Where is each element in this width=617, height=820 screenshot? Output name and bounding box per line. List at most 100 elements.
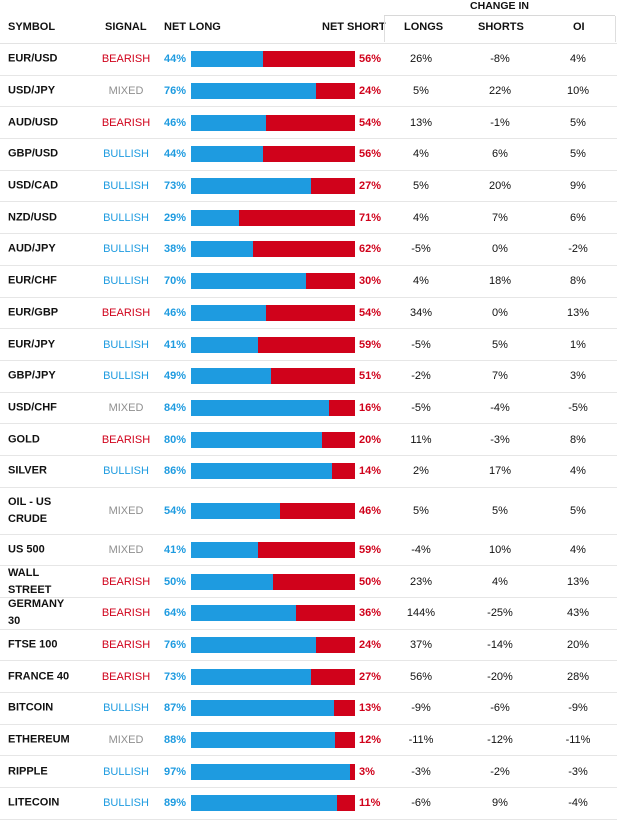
symbol-link[interactable]: EUR/CHF <box>8 274 57 287</box>
shorts-change-value: 0% <box>492 243 508 256</box>
symbol-link[interactable]: US 500 <box>8 543 45 556</box>
sentiment-bar <box>191 732 355 749</box>
table-row[interactable]: GBP/JPY BULLISH 49% 51% -2% 7% 3% <box>0 361 617 393</box>
table-row[interactable]: AUD/JPY BULLISH 38% 62% -5% 0% -2% <box>0 234 617 266</box>
table-row[interactable]: SILVER BULLISH 86% 14% 2% 17% 4% <box>0 456 617 488</box>
symbol-link[interactable]: SILVER <box>8 464 47 477</box>
net-long-bar <box>191 336 259 353</box>
net-short-bar <box>332 463 355 480</box>
signal-label: BEARISH <box>101 116 151 129</box>
symbol-link[interactable]: LITECOIN <box>8 796 60 809</box>
net-long-column-header[interactable]: NET LONG <box>164 21 221 33</box>
symbol-link[interactable]: AUD/USD <box>8 116 59 129</box>
table-row[interactable]: LITECOIN BULLISH 89% 11% -6% 9% -4% <box>0 788 617 820</box>
longs-change-value: -5% <box>411 338 431 351</box>
symbol-link[interactable]: ETHEREUM <box>8 733 70 746</box>
symbol-link[interactable]: WALL STREET <box>8 566 52 596</box>
net-short-bar <box>258 541 355 558</box>
oi-change-value: 5% <box>570 116 586 129</box>
symbol-link[interactable]: USD/CAD <box>8 179 59 192</box>
net-short-bar <box>253 241 355 258</box>
symbol-link[interactable]: GOLD <box>8 433 40 446</box>
net-short-bar <box>333 700 355 717</box>
net-short-bar <box>258 336 355 353</box>
net-short-value: 51% <box>359 370 382 383</box>
table-row[interactable]: EUR/JPY BULLISH 41% 59% -5% 5% 1% <box>0 329 617 361</box>
shorts-column-header[interactable]: SHORTS <box>478 21 524 33</box>
table-body: EUR/USD BEARISH 44% 56% 26% -8% 4% USD/JPY MIXED… <box>0 44 617 820</box>
shorts-change-value: 7% <box>492 370 508 383</box>
symbol-link[interactable]: FRANCE 40 <box>8 670 70 683</box>
longs-change-value: 4% <box>413 148 429 161</box>
table-row[interactable]: EUR/USD BEARISH 44% 56% 26% -8% 4% <box>0 44 617 76</box>
table-row[interactable]: WALL STREET BEARISH 50% 50% 23% 4% 13% <box>0 566 617 598</box>
symbol-link[interactable]: RIPPLE <box>8 765 48 778</box>
table-row[interactable]: NZD/USD BULLISH 29% 71% 4% 7% 6% <box>0 202 617 235</box>
symbol-link[interactable]: AUD/JPY <box>8 242 56 255</box>
net-long-value: 46% <box>163 116 186 129</box>
net-short-value: 62% <box>359 243 382 256</box>
symbol-link[interactable]: FTSE 100 <box>8 638 58 651</box>
table-row[interactable]: EUR/CHF BULLISH 70% 30% 4% 18% 8% <box>0 266 617 298</box>
net-long-bar <box>191 431 323 448</box>
symbol-link[interactable]: EUR/JPY <box>8 338 56 351</box>
longs-change-value: -9% <box>411 702 431 715</box>
table-row[interactable]: US 500 MIXED 41% 59% -4% 10% 4% <box>0 535 617 567</box>
sentiment-bar <box>191 795 355 812</box>
longs-change-value: 2% <box>413 465 429 478</box>
table-row[interactable]: OIL - US CRUDE MIXED 54% 46% 5% 5% 5% <box>0 488 617 535</box>
table-row[interactable]: EUR/GBP BEARISH 46% 54% 34% 0% 13% <box>0 298 617 330</box>
symbol-link[interactable]: USD/JPY <box>8 84 56 97</box>
signal-label: BULLISH <box>103 148 149 161</box>
symbol-link[interactable]: USD/CHF <box>8 401 57 414</box>
oi-column-header[interactable]: OI <box>573 21 585 33</box>
shorts-change-value: -6% <box>490 702 510 715</box>
table-row[interactable]: AUD/USD BEARISH 46% 54% 13% -1% 5% <box>0 107 617 140</box>
signal-label: BEARISH <box>101 670 151 683</box>
signal-label: BEARISH <box>101 639 151 652</box>
table-row[interactable]: ETHEREUM MIXED 88% 12% -11% -12% -11% <box>0 725 617 757</box>
oi-change-value: -9% <box>568 702 588 715</box>
sentiment-bar <box>191 502 355 519</box>
net-short-bar <box>310 668 355 685</box>
sentiment-bar <box>191 463 355 480</box>
longs-column-header[interactable]: LONGS <box>404 21 444 33</box>
net-long-value: 46% <box>163 306 186 319</box>
symbol-link[interactable]: GERMANY 30 <box>8 598 65 628</box>
net-short-column-header[interactable]: NET SHORT <box>322 21 386 33</box>
symbol-link[interactable]: EUR/USD <box>8 52 58 65</box>
table-row[interactable]: BITCOIN BULLISH 87% 13% -9% -6% -9% <box>0 693 617 725</box>
sentiment-bar <box>191 668 355 685</box>
table-row[interactable]: FRANCE 40 BEARISH 73% 27% 56% -20% 28% <box>0 661 617 694</box>
table-row[interactable]: USD/CHF MIXED 84% 16% -5% -4% -5% <box>0 393 617 425</box>
net-long-bar <box>191 700 334 717</box>
table-row[interactable]: GOLD BEARISH 80% 20% 11% -3% 8% <box>0 424 617 456</box>
oi-change-value: -4% <box>568 797 588 810</box>
signal-label: BEARISH <box>101 575 151 588</box>
symbol-link[interactable]: NZD/USD <box>8 211 57 224</box>
longs-change-value: 11% <box>410 433 432 446</box>
oi-change-value: -11% <box>565 734 591 747</box>
symbol-column-header[interactable]: SYMBOL <box>8 21 56 33</box>
signal-column-header[interactable]: SIGNAL <box>105 21 147 33</box>
table-row[interactable]: USD/JPY MIXED 76% 24% 5% 22% 10% <box>0 76 617 108</box>
symbol-link[interactable]: EUR/GBP <box>8 306 59 319</box>
symbol-link[interactable]: GBP/JPY <box>8 369 56 382</box>
table-row[interactable]: GERMANY 30 BEARISH 64% 36% 144% -25% 43% <box>0 598 617 630</box>
symbol-link[interactable]: GBP/USD <box>8 147 59 160</box>
oi-change-value: -3% <box>568 765 588 778</box>
symbol-link[interactable]: BITCOIN <box>8 701 54 714</box>
table-row[interactable]: RIPPLE BULLISH 97% 3% -3% -2% -3% <box>0 756 617 789</box>
table-row[interactable]: USD/CAD BULLISH 73% 27% 5% 20% 9% <box>0 171 617 203</box>
sentiment-bar <box>191 700 355 717</box>
net-long-value: 41% <box>163 543 186 556</box>
net-short-bar <box>336 795 355 812</box>
oi-change-value: 4% <box>570 543 586 556</box>
table-row[interactable]: FTSE 100 BEARISH 76% 24% 37% -14% 20% <box>0 630 617 662</box>
net-short-bar <box>335 732 355 749</box>
shorts-change-value: 4% <box>492 575 508 588</box>
shorts-change-value: 9% <box>492 797 508 810</box>
table-row[interactable]: GBP/USD BULLISH 44% 56% 4% 6% 5% <box>0 139 617 171</box>
net-long-bar <box>191 241 254 258</box>
symbol-link[interactable]: OIL - US CRUDE <box>8 495 52 525</box>
